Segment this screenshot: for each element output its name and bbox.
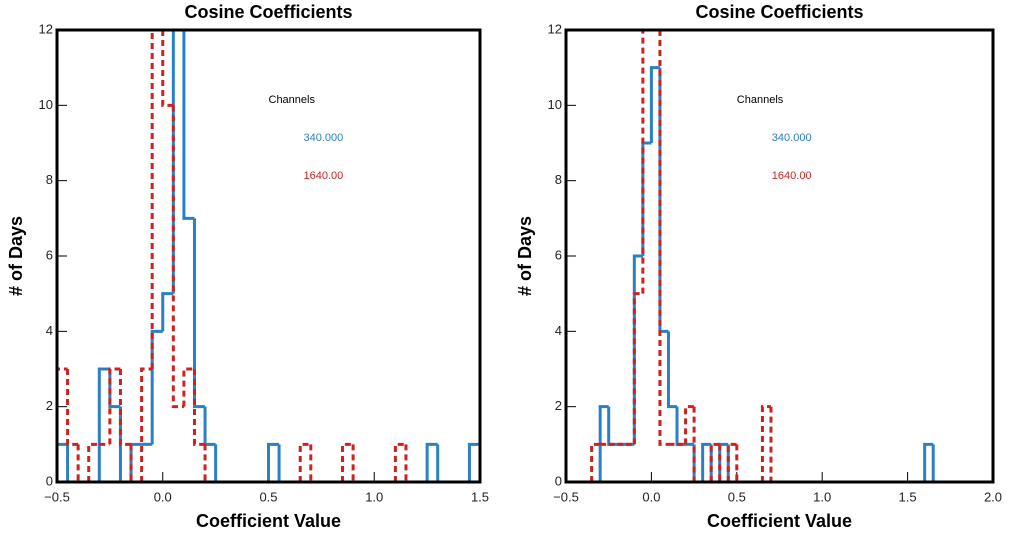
y-axis-label: # of Days	[6, 216, 26, 296]
histogram-step	[140, 367, 153, 482]
histogram-step	[298, 442, 311, 482]
y-tick-label: 12	[39, 21, 53, 36]
histogram-step	[598, 405, 609, 482]
legend-entry: 340.000	[772, 132, 812, 144]
histogram-step	[931, 444, 942, 484]
y-axis-label: # of Days	[515, 216, 535, 296]
histogram-step	[182, 367, 195, 407]
legend-title: Channels	[737, 94, 784, 106]
histogram-step	[760, 405, 771, 482]
x-tick-label: 1.5	[899, 489, 917, 504]
histogram-step	[118, 369, 132, 446]
legend-entry: 1640.00	[772, 170, 812, 182]
histogram-step	[87, 442, 100, 482]
histogram-step	[129, 444, 142, 484]
y-tick-label: 2	[555, 398, 562, 413]
histogram-step	[182, 30, 195, 220]
y-tick-label: 4	[46, 323, 53, 338]
y-tick-label: 10	[39, 97, 53, 112]
y-tick-label: 4	[555, 323, 562, 338]
y-tick-label: 10	[548, 97, 562, 112]
histogram-step	[214, 444, 227, 484]
y-tick-label: 6	[46, 247, 53, 262]
chart-title: Cosine Coefficients	[184, 2, 352, 22]
histogram-step	[203, 444, 216, 484]
histogram-step	[607, 406, 618, 446]
histogram-step	[55, 442, 68, 482]
x-axis-label: Coefficient Value	[196, 511, 341, 531]
histogram-step	[66, 444, 79, 484]
y-tick-label: 0	[555, 473, 562, 488]
histogram-step	[590, 442, 601, 482]
chart: Cosine Coefficients Coefficient Value # of…	[6, 2, 489, 531]
y-tick-label: 0	[46, 473, 53, 488]
histogram-step	[923, 442, 934, 482]
histogram-step	[129, 442, 142, 482]
chart-title: Cosine Coefficients	[695, 2, 863, 22]
chart: Cosine Coefficients Coefficient Value # of…	[515, 2, 1002, 531]
x-tick-label: 1.5	[471, 489, 489, 504]
histogram-step	[735, 444, 746, 484]
x-tick-label: 1.0	[365, 489, 383, 504]
y-tick-label: 6	[555, 247, 562, 262]
y-tick-label: 2	[46, 398, 53, 413]
histogram-step	[171, 28, 184, 294]
histogram-step	[709, 442, 720, 482]
histogram-step	[108, 369, 121, 409]
y-tick-label: 12	[548, 21, 562, 36]
x-axis-label: Coefficient Value	[707, 511, 852, 531]
plot-frame	[564, 28, 995, 484]
histogram-step	[76, 444, 89, 484]
histogram-step	[436, 444, 449, 484]
histogram-step	[393, 442, 406, 482]
histogram-step	[192, 369, 206, 446]
histogram-step	[97, 367, 110, 482]
histogram-step	[351, 444, 364, 484]
histogram-step	[309, 444, 322, 484]
x-tick-label: 0.5	[259, 489, 277, 504]
histogram-step	[267, 442, 280, 482]
histogram-step	[161, 292, 174, 332]
x-tick-label: 1.0	[813, 489, 831, 504]
legend-entry: 340.000	[304, 132, 344, 144]
y-tick-label: 8	[46, 172, 53, 187]
histogram-step	[150, 28, 163, 369]
x-tick-label: 0.0	[642, 489, 660, 504]
histogram-step	[769, 406, 780, 484]
x-tick-label: 0.0	[154, 489, 172, 504]
x-tick-label: 2.0	[984, 489, 1002, 504]
histogram-step	[203, 406, 216, 446]
legend-entry: 1640.00	[304, 170, 344, 182]
histogram-step	[632, 292, 643, 445]
plot-frame	[55, 28, 482, 484]
histogram-step	[425, 442, 438, 482]
x-tick-label: −0.5	[44, 489, 70, 504]
histogram-step	[161, 30, 174, 107]
histogram-step	[66, 369, 79, 446]
histogram-step	[701, 442, 712, 482]
histogram-step	[108, 367, 121, 445]
legend-title: Channels	[269, 94, 316, 106]
histogram-step	[404, 444, 417, 484]
y-tick-label: 8	[555, 172, 562, 187]
histogram-step	[666, 331, 678, 409]
x-tick-label: 0.5	[728, 489, 746, 504]
x-tick-label: −0.5	[553, 489, 579, 504]
histogram-step	[467, 442, 482, 482]
histogram-step	[277, 444, 290, 484]
histogram-step	[684, 405, 695, 445]
histogram-step	[150, 329, 163, 445]
histogram-step	[192, 218, 206, 409]
histogram-step	[658, 30, 669, 446]
histogram-step	[341, 442, 354, 482]
histogram-step	[55, 367, 68, 482]
histogram-step	[171, 105, 184, 409]
histogram-step	[649, 66, 660, 143]
histogram-step	[726, 442, 737, 482]
